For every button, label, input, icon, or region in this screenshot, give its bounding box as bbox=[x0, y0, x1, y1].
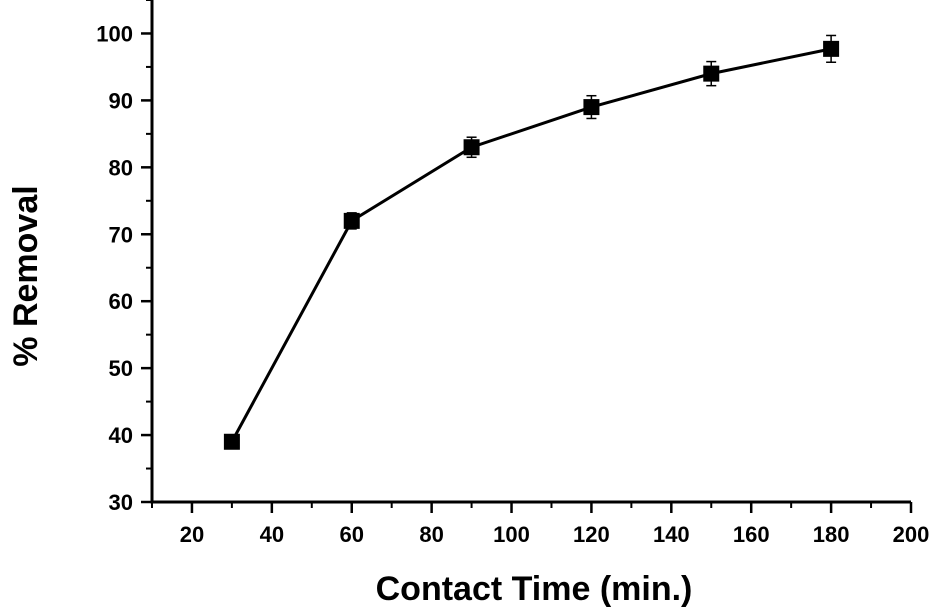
x-tick-label: 160 bbox=[733, 522, 770, 547]
x-tick-label: 120 bbox=[573, 522, 610, 547]
data-point-marker bbox=[343, 212, 360, 229]
data-point-marker bbox=[223, 433, 240, 450]
y-tick-label: 50 bbox=[109, 356, 133, 381]
y-tick-label: 30 bbox=[109, 490, 133, 515]
ticks: 20 40 60 80 100 120 140 160 180 200 30 40 50 60 70 80 90… bbox=[96, 0, 929, 547]
x-tick-label: 60 bbox=[339, 522, 363, 547]
x-tick-label: 140 bbox=[653, 522, 690, 547]
x-tick-label: 80 bbox=[419, 522, 443, 547]
y-tick-label: 90 bbox=[109, 88, 133, 113]
data-point-marker bbox=[583, 99, 600, 116]
data-point-marker bbox=[703, 65, 720, 82]
y-tick-label: 70 bbox=[109, 222, 133, 247]
y-tick-label: 60 bbox=[109, 289, 133, 314]
x-tick-label: 40 bbox=[260, 522, 284, 547]
data-point-marker bbox=[823, 40, 840, 57]
y-tick-label: 100 bbox=[96, 21, 133, 46]
x-tick-label: 100 bbox=[493, 522, 530, 547]
series-line bbox=[230, 47, 832, 443]
x-axis-title: Contact Time (min.) bbox=[376, 570, 693, 608]
axes bbox=[150, 0, 911, 504]
data-point-marker bbox=[463, 139, 480, 156]
y-axis-title: % Removal bbox=[7, 185, 45, 366]
x-tick-label: 20 bbox=[180, 522, 204, 547]
y-tick-label: 80 bbox=[109, 155, 133, 180]
x-tick-label: 180 bbox=[813, 522, 850, 547]
data-series bbox=[223, 34, 840, 450]
x-tick-label: 200 bbox=[893, 522, 930, 547]
y-tick-label: 40 bbox=[109, 423, 133, 448]
